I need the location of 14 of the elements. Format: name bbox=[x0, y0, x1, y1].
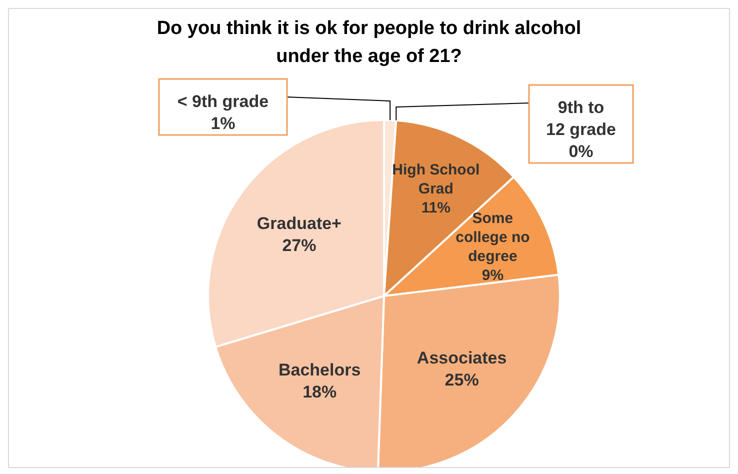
slice-label: Some college no degree bbox=[456, 210, 530, 265]
chart-title: Do you think it is ok for people to drink alcohol under the age of 21? bbox=[156, 17, 582, 69]
slice-label: Graduate+ bbox=[256, 214, 342, 234]
data-label: 25% bbox=[444, 370, 479, 390]
text: 0% bbox=[568, 142, 594, 161]
data-label: 18% bbox=[302, 382, 337, 402]
data-label: 1% bbox=[210, 114, 236, 133]
category-label: 9th to 12 grade bbox=[546, 98, 616, 139]
data-label: 9% bbox=[482, 266, 504, 284]
slice-label: Associates bbox=[416, 348, 507, 368]
data-label: 11% bbox=[421, 200, 451, 217]
slice-label: < 9th grade bbox=[177, 92, 269, 111]
slice-label: Bachelors bbox=[278, 360, 361, 380]
data-label: 27% bbox=[282, 236, 316, 256]
